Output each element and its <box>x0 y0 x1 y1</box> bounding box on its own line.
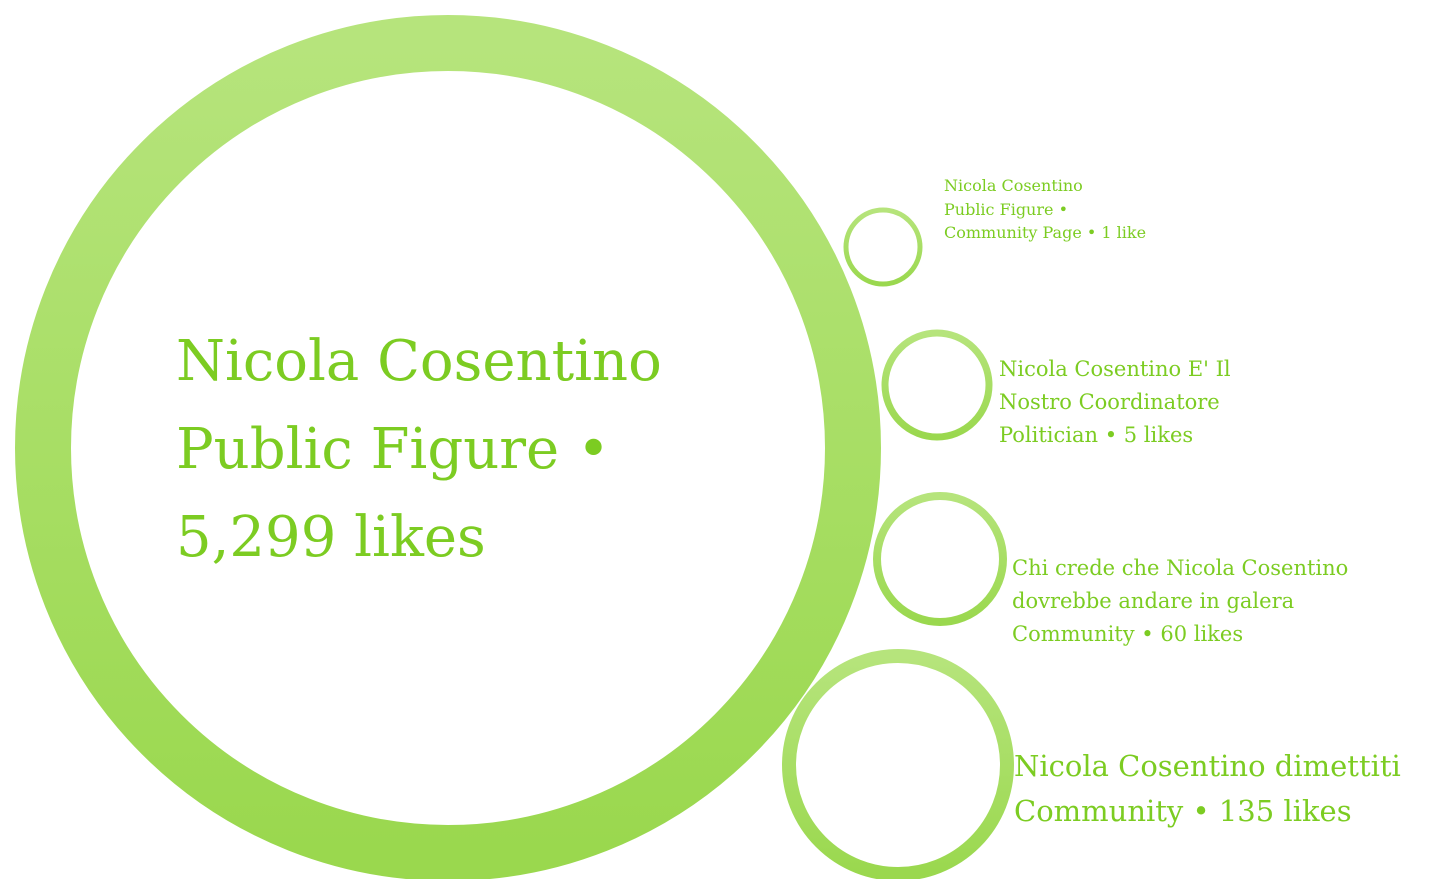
main-bubble-ring[interactable] <box>15 15 881 879</box>
main-bubble-likes: 5,299 likes <box>176 505 486 570</box>
bubble-2-name-line-2: Nostro Coordinatore <box>999 390 1220 414</box>
bubble-2-label[interactable]: Nicola Cosentino E' Il Nostro Coordinato… <box>999 353 1231 452</box>
bubble-2-name-line-1: Nicola Cosentino E' Il <box>999 357 1231 381</box>
bubble-3-label[interactable]: Chi crede che Nicola Cosentino dovrebbe … <box>1012 552 1348 651</box>
main-bubble-category: Public Figure • <box>176 417 610 482</box>
bubble-3-name-line-1: Chi crede che Nicola Cosentino <box>1012 556 1349 580</box>
bubble-2-ring[interactable] <box>881 329 993 441</box>
bubble-3-ring[interactable] <box>873 492 1007 626</box>
bubble-4-name: Nicola Cosentino dimettiti <box>1014 749 1401 783</box>
bubble-1-name: Nicola Cosentino <box>944 176 1083 195</box>
bubble-4-likes: Community • 135 likes <box>1014 794 1352 828</box>
bubble-1-ring[interactable] <box>843 207 923 287</box>
main-bubble-label[interactable]: Nicola Cosentino Public Figure • 5,299 l… <box>176 318 662 582</box>
bubble-1-category: Public Figure • <box>944 199 1068 219</box>
bubble-2-likes: Politician • 5 likes <box>999 423 1194 447</box>
main-bubble-name: Nicola Cosentino <box>176 329 662 394</box>
bubble-4-ring[interactable] <box>782 649 1014 879</box>
bubble-3-name-line-2: dovrebbe andare in galera <box>1012 589 1295 613</box>
bubble-4-label[interactable]: Nicola Cosentino dimettiti Community • 1… <box>1014 744 1401 834</box>
bubble-1-likes: Community Page • 1 like <box>944 223 1147 242</box>
bubble-1-label[interactable]: Nicola Cosentino Public Figure • Communi… <box>944 174 1146 245</box>
bubble-3-likes: Community • 60 likes <box>1012 622 1244 646</box>
